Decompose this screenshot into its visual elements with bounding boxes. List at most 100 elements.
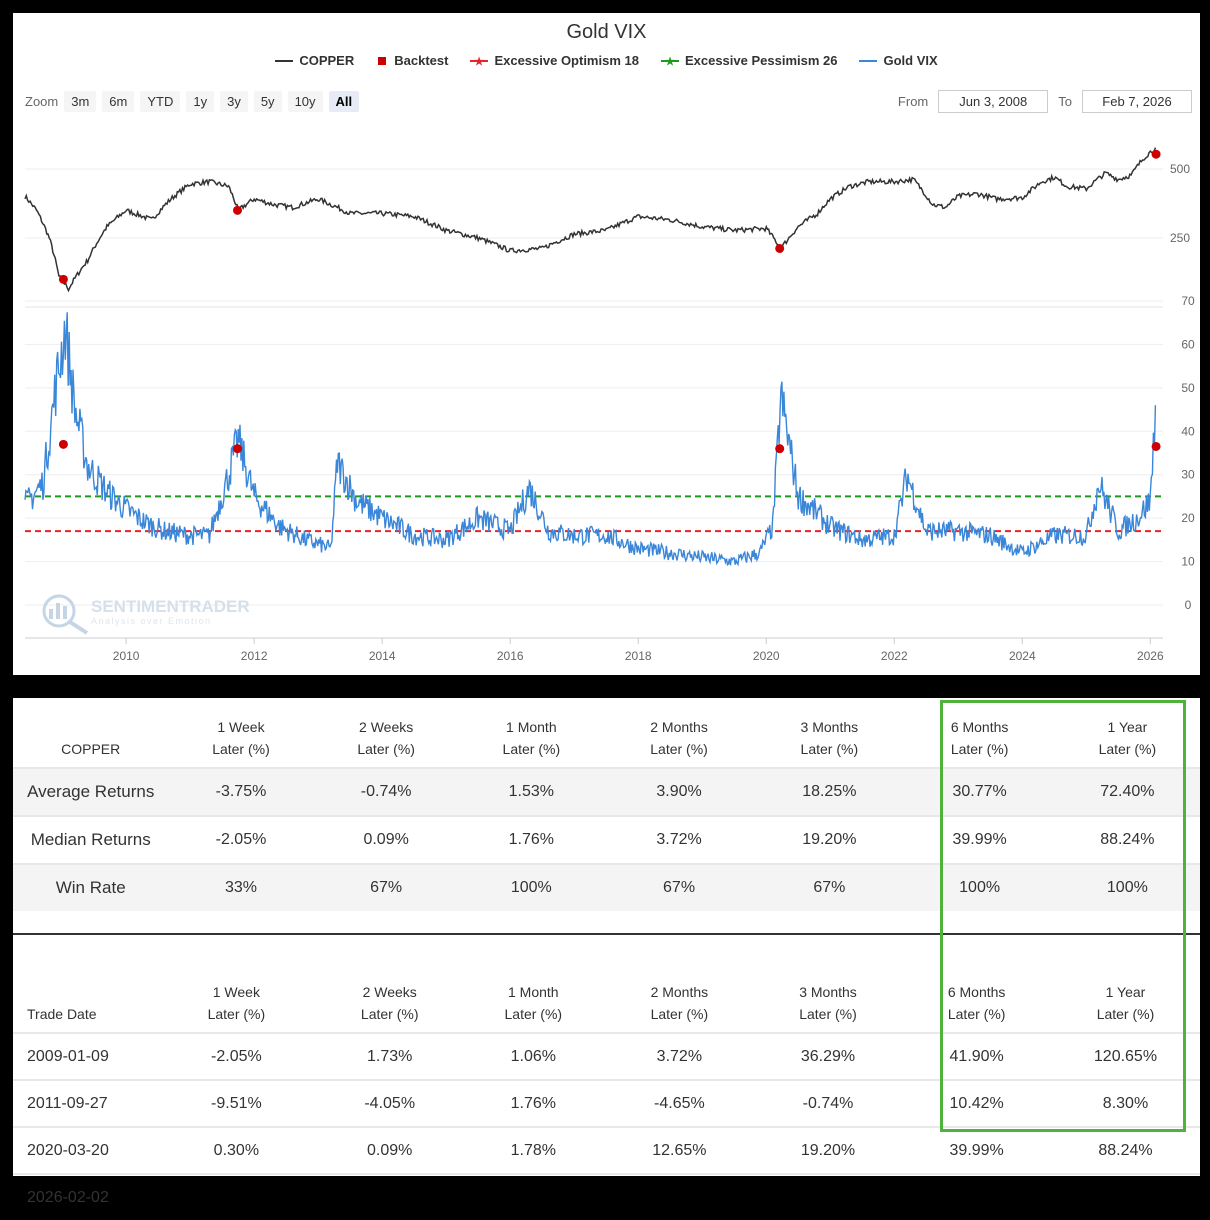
table-cell: -2.05% [168, 815, 314, 864]
table-cell: 3.72% [603, 815, 755, 864]
table-cell: 1.53% [458, 767, 604, 816]
zoom-ytd-button[interactable]: YTD [140, 91, 181, 112]
table-cell [1050, 1173, 1200, 1220]
table-cell [461, 1173, 606, 1220]
vix-tick-label: 60 [1181, 337, 1195, 351]
legend-item-copper[interactable]: COPPER [275, 53, 354, 68]
table-cell: 1.76% [458, 815, 604, 864]
backtest-marker-vix [775, 444, 785, 454]
row-label: Win Rate [13, 863, 169, 911]
legend-label-goldvix: Gold VIX [883, 53, 938, 68]
header-line-2: Later (%) [1098, 741, 1157, 757]
table-cell: -4.65% [605, 1079, 754, 1127]
table-cell: 1.76% [461, 1079, 606, 1127]
header-line-2: Later (%) [1096, 1006, 1155, 1022]
table-cell: 0.30% [154, 1126, 318, 1174]
legend-label-pessimism: Excessive Pessimism 26 [684, 53, 838, 68]
trades-header-6: 6 Months Later (%) [902, 935, 1051, 1033]
table-cell: 19.20% [754, 815, 905, 864]
header-line-1: 6 Months [947, 984, 1006, 1000]
table-cell: 39.99% [904, 815, 1055, 864]
table-divider [13, 933, 1200, 935]
header-line-1: 3 Months [800, 719, 859, 735]
legend-item-goldvix[interactable]: Gold VIX [859, 53, 938, 68]
stats-header-1: 1 Week Later (%) [168, 698, 313, 768]
stats-header-6: 6 Months Later (%) [904, 698, 1054, 768]
table-cell: 39.99% [902, 1126, 1051, 1174]
copper-series-line [24, 147, 1157, 293]
to-label: To [1058, 94, 1072, 109]
trade-date: 2020-03-20 [13, 1126, 155, 1174]
header-line-1: 1 Month [506, 719, 557, 735]
watermark-tagline: Analysis over Emotion [91, 616, 212, 626]
table-cell: 18.25% [754, 767, 905, 816]
stats-header-4: 2 Months Later (%) [604, 698, 754, 768]
to-date-input[interactable]: Feb 7, 2026 [1082, 90, 1192, 113]
chart-panel: Gold VIX COPPER Backtest ★ Excessive Opt… [13, 13, 1200, 675]
legend-label-backtest: Backtest [394, 53, 449, 68]
zoom-all-button[interactable]: All [328, 91, 360, 112]
summary-stats-table: COPPER 1 Week Later (%) 2 Weeks Later (%) 1 M… [13, 698, 1200, 911]
table-cell: -0.74% [753, 1079, 903, 1127]
results-panel: COPPER 1 Week Later (%) 2 Weeks Later (%) 1 M… [13, 698, 1200, 1220]
header-line-1: 1 Year [1105, 984, 1146, 1000]
table-cell: 33% [168, 863, 314, 911]
trades-header-7: 1 Year Later (%) [1051, 935, 1200, 1033]
zoom-3y-button[interactable]: 3y [220, 91, 248, 112]
legend-item-pessimism[interactable]: ★ Excessive Pessimism 26 [660, 53, 838, 68]
table-row: 2011-09-27 -9.51% -4.05% 1.76% -4.65% -0.74% 1… [13, 1079, 1200, 1127]
legend-item-backtest[interactable]: Backtest [376, 53, 448, 68]
square-marker-icon [378, 56, 387, 65]
copper-tick-label: 500 [1170, 162, 1190, 176]
trades-table: Trade Date 1 Week Later (%) 2 Weeks Later (%… [13, 935, 1200, 1220]
table-cell: 67% [313, 863, 459, 911]
table-cell: 100% [1054, 863, 1200, 911]
watermark-name: SENTIMENTRADER [91, 597, 250, 616]
backtest-marker-vix [58, 439, 68, 449]
table-cell [605, 1173, 754, 1220]
zoom-6m-button[interactable]: 6m [102, 91, 135, 112]
header-line-1: 1 Week [217, 719, 265, 735]
row-label: Median Returns [13, 815, 169, 864]
table-cell: 1.78% [461, 1126, 606, 1174]
x-tick-label: 2026 [1137, 649, 1164, 663]
table-cell: 30.77% [904, 767, 1055, 816]
table-cell: 72.40% [1054, 767, 1200, 816]
table-cell: 88.24% [1050, 1126, 1200, 1174]
table-cell: 41.90% [902, 1032, 1051, 1080]
table-cell: 12.65% [605, 1126, 754, 1174]
table-cell: -0.74% [313, 767, 459, 816]
table-cell: 8.30% [1050, 1079, 1200, 1127]
zoom-10y-button[interactable]: 10y [287, 91, 323, 112]
from-label: From [897, 94, 929, 109]
legend-label-copper: COPPER [299, 53, 355, 68]
header-line-2: Later (%) [504, 1006, 563, 1022]
table-cell [902, 1173, 1051, 1220]
zoom-3m-button[interactable]: 3m [64, 91, 97, 112]
backtest-marker-copper [58, 274, 68, 284]
zoom-5y-button[interactable]: 5y [253, 91, 282, 112]
vix-tick-label: 50 [1181, 381, 1195, 395]
table-cell: 10.42% [902, 1079, 1051, 1127]
backtest-marker-vix [233, 444, 243, 454]
header-line-2: Trade Date [27, 1006, 97, 1022]
trades-header-4: 2 Months Later (%) [605, 935, 754, 1033]
trades-header-0: Trade Date [13, 935, 155, 1033]
legend-item-optimism[interactable]: ★ Excessive Optimism 18 [470, 53, 639, 68]
header-line-1: 2 Weeks [359, 719, 414, 735]
zoom-1y-button[interactable]: 1y [186, 91, 215, 112]
from-date-input[interactable]: Jun 3, 2008 [938, 90, 1049, 113]
header-line-1: 2 Months [650, 984, 709, 1000]
table-cell: -9.51% [154, 1079, 318, 1127]
header-line-2: Later (%) [800, 741, 859, 757]
vix-tick-label: 20 [1181, 511, 1195, 525]
star-marker-icon: ★ [660, 56, 679, 67]
zoom-controls: Zoom 3m 6m YTD 1y 3y 5y 10y All [25, 91, 360, 112]
header-line-2: Later (%) [799, 1006, 857, 1022]
x-tick-label: 2024 [1009, 649, 1036, 663]
header-line-2: Later (%) [357, 741, 415, 757]
header-line-2: Later (%) [650, 741, 708, 757]
table-row: 2020-03-20 0.30% 0.09% 1.78% 12.65% 19.20% 39.… [13, 1126, 1200, 1174]
vix-tick-label: 0 [1185, 598, 1192, 612]
header-line-2: Later (%) [650, 1006, 709, 1022]
